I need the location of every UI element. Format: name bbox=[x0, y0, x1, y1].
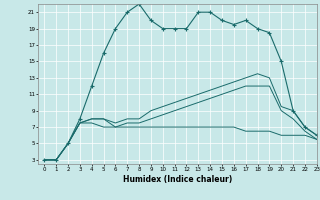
X-axis label: Humidex (Indice chaleur): Humidex (Indice chaleur) bbox=[123, 175, 232, 184]
